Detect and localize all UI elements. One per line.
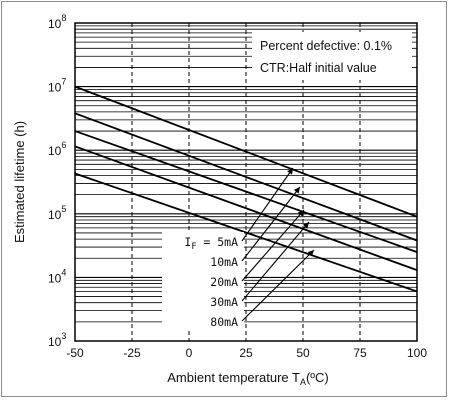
- annotation-ctr: CTR:Half initial value: [260, 61, 377, 75]
- series-label-5mA: IF = 5mA: [184, 235, 238, 252]
- x-tick-label: -50: [66, 346, 84, 360]
- y-tick-label: 106: [48, 140, 66, 158]
- x-tick-label: -25: [123, 346, 141, 360]
- y-axis-title: Estimated lifetime (h): [12, 121, 27, 243]
- series-label-30mA: 30mA: [210, 295, 238, 309]
- y-tick-label: 103: [48, 331, 66, 349]
- x-tick-label: 50: [296, 346, 310, 360]
- series-lines: [74, 85, 418, 293]
- pointer-line-10mA: [241, 186, 301, 262]
- series-line-10mA: [74, 112, 418, 242]
- pointer-line-5mA: [241, 167, 294, 242]
- annotation-background: [252, 32, 412, 80]
- pointer-arrowhead: [302, 222, 309, 229]
- x-tick-labels: -50 -25 0 25 50 75 100: [66, 346, 427, 360]
- x-tick-label: 0: [186, 346, 193, 360]
- series-line-5mA: [74, 85, 418, 218]
- series-label-10mA: 10mA: [210, 255, 238, 269]
- series-line-30mA: [74, 145, 418, 271]
- pointer-arrowhead: [297, 210, 304, 217]
- series-labels: IF = 5mA 10mA 20mA 30mA 80mA: [162, 232, 244, 329]
- y-tick-label: 108: [48, 13, 66, 31]
- annotation-percent-defective: Percent defective: 0.1%: [260, 39, 392, 53]
- x-tick-label: 25: [239, 346, 253, 360]
- label-block-background: [162, 232, 244, 328]
- pointer-arrowhead: [287, 168, 293, 175]
- x-tick-label: 75: [353, 346, 367, 360]
- y-tick-label: 104: [48, 267, 66, 285]
- x-axis-title: Ambient temperature TA(ºC): [167, 370, 329, 387]
- plot-border: [74, 22, 418, 342]
- pointer-arrowhead: [293, 187, 300, 194]
- label-pointers: [241, 167, 315, 322]
- series-label-20mA: 20mA: [210, 275, 238, 289]
- pointer-line-20mA: [241, 209, 305, 282]
- pointer-line-30mA: [241, 221, 310, 302]
- series-line-80mA: [74, 172, 418, 293]
- x-tick-label: 100: [407, 346, 427, 360]
- series-line-20mA: [74, 130, 418, 253]
- y-tick-label: 107: [48, 77, 66, 95]
- y-tick-label: 105: [48, 204, 66, 222]
- pointer-arrowhead: [307, 250, 314, 257]
- y-tick-labels: 103 104 105 106 107 108: [48, 13, 66, 349]
- series-label-80mA: 80mA: [210, 315, 238, 329]
- pointer-line-80mA: [241, 249, 315, 322]
